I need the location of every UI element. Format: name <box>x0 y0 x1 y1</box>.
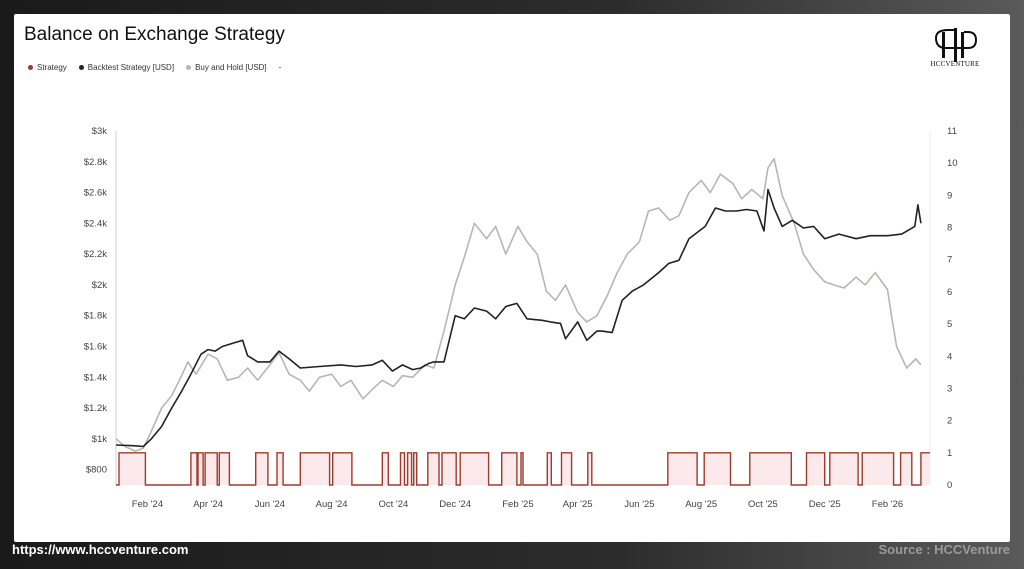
logo-text: HCCVENTURE <box>930 60 980 68</box>
strategy-area <box>300 452 330 485</box>
x-tick-label: Jun '25 <box>624 499 654 510</box>
strategy-area <box>407 452 412 485</box>
strategy-area <box>119 452 146 485</box>
x-tick-label: Dec '24 <box>439 499 471 510</box>
y-left-tick-label: $1.4k <box>84 372 107 383</box>
footer-url-link[interactable]: https://www.hccventure.com <box>12 542 189 557</box>
strategy-step-line <box>116 452 930 486</box>
strategy-area <box>561 452 572 485</box>
hccventure-logo-icon <box>935 28 978 62</box>
strategy-area <box>920 452 930 485</box>
legend-item-buyhold[interactable]: Buy and Hold [USD] <box>186 63 267 72</box>
legend-dot-backtest <box>78 65 84 70</box>
y-left-tick-label: $2.8k <box>84 157 107 168</box>
legend-label-backtest: Backtest Strategy [USD] <box>87 63 175 72</box>
y-right-tick-label: 7 <box>947 255 952 266</box>
y-right-tick-label: 3 <box>947 383 952 394</box>
y-right-tick-label: 6 <box>947 287 952 298</box>
y-left-tick-label: $2.4k <box>84 218 107 229</box>
x-tick-label: Oct '24 <box>379 499 409 510</box>
x-tick-label: Dec '25 <box>809 499 841 510</box>
x-tick-label: Aug '25 <box>685 499 717 510</box>
x-tick-label: Oct '25 <box>748 499 778 510</box>
y-left-tick-label: $1.6k <box>84 341 107 352</box>
legend-dot-buyhold <box>186 65 192 70</box>
y-left-tick-label: $2k <box>92 280 108 291</box>
chart-legend: Strategy Backtest Strategy [USD] Buy and… <box>28 63 281 72</box>
y-right-tick-label: 9 <box>947 190 952 201</box>
y-left-tick-label: $1.2k <box>84 403 107 414</box>
legend-item-backtest[interactable]: Backtest Strategy [USD] <box>78 63 175 72</box>
strategy-area <box>276 452 284 485</box>
chart-title: Balance on Exchange Strategy <box>24 24 285 45</box>
strategy-area <box>442 452 457 485</box>
x-tick-label: Feb '24 <box>132 499 163 510</box>
strategy-area <box>382 452 389 485</box>
x-tick-label: Feb '26 <box>872 499 903 510</box>
legend-label-buyhold: Buy and Hold [USD] <box>195 63 267 72</box>
strategy-area <box>427 452 439 485</box>
legend-label-strategy: Strategy <box>37 63 67 72</box>
buy-and-hold-line <box>115 157 922 452</box>
strategy-area <box>501 452 517 485</box>
strategy-area <box>400 452 405 485</box>
strategy-area <box>900 452 912 485</box>
y-left-tick-label: $800 <box>86 465 107 476</box>
y-left-tick-label: $1k <box>92 434 108 445</box>
strategy-area <box>205 452 218 485</box>
strategy-area <box>219 452 230 485</box>
legend-item-dash[interactable]: - <box>279 63 282 72</box>
strategy-area <box>255 452 268 485</box>
strategy-area <box>520 452 523 485</box>
y-right-tick-label: 8 <box>947 223 952 234</box>
strategy-area <box>413 452 417 485</box>
y-right-tick-label: 11 <box>947 126 957 137</box>
y-right-tick-label: 5 <box>947 319 952 330</box>
y-right-tick-label: 1 <box>947 448 952 459</box>
strategy-area <box>198 452 204 485</box>
strategy-area <box>460 452 489 485</box>
legend-item-strategy[interactable]: Strategy <box>28 63 67 72</box>
strategy-area <box>332 452 352 485</box>
y-right-tick-label: 0 <box>947 480 952 491</box>
x-tick-label: Apr '24 <box>193 499 223 510</box>
x-tick-label: Feb '25 <box>502 499 533 510</box>
strategy-area <box>862 452 894 485</box>
y-right-tick-label: 2 <box>947 416 952 427</box>
y-left-tick-label: $2.6k <box>84 188 107 199</box>
strategy-area <box>806 452 825 485</box>
strategy-area <box>667 452 698 485</box>
strategy-area <box>547 452 552 485</box>
y-left-tick-label: $2.2k <box>84 249 107 260</box>
x-tick-label: Aug '24 <box>316 499 348 510</box>
y-right-tick-label: 10 <box>947 158 958 169</box>
x-tick-label: Apr '25 <box>563 499 593 510</box>
y-left-tick-label: $1.8k <box>84 311 107 322</box>
strategy-area <box>587 452 592 485</box>
y-right-tick-label: 4 <box>947 351 952 362</box>
footer-source: Source : HCCVenture <box>878 542 1010 557</box>
x-tick-label: Jun '24 <box>255 499 285 510</box>
strategy-area <box>749 452 792 485</box>
strategy-area <box>704 452 731 485</box>
legend-dot-strategy <box>28 65 33 70</box>
backtest-strategy-line <box>115 188 922 448</box>
strategy-area <box>190 452 197 485</box>
y-left-tick-label: $3k <box>92 126 108 137</box>
strategy-area <box>829 452 859 485</box>
legend-label-dash: - <box>278 63 282 72</box>
